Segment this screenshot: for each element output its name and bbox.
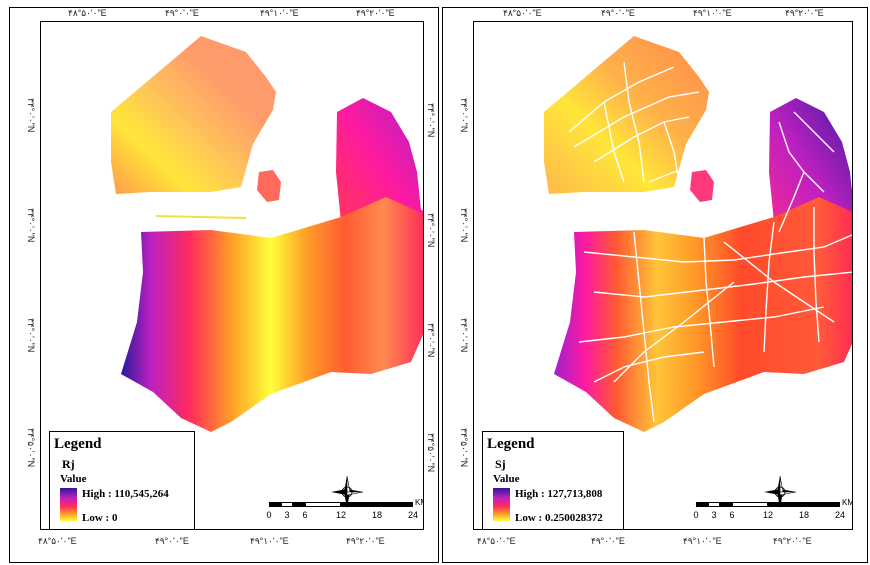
bottom-tick: ۴۸°۵۰'۰"E	[477, 536, 517, 546]
scale-unit: KM	[415, 498, 423, 507]
legend-title: Legend	[487, 436, 535, 452]
legend-color-ramp	[60, 488, 77, 521]
road-network	[568, 61, 852, 423]
top-tick: ۴۹°۲۰'۰"E	[356, 8, 396, 18]
scale-unit: KM	[842, 498, 853, 507]
legend-value-label: Value	[493, 473, 520, 485]
scale-seg	[269, 502, 281, 507]
north-arrow-icon	[331, 475, 364, 508]
legend-low-label: Low : 0.250028372	[515, 512, 603, 524]
left-tick: ۳۴°۰'۰"N	[26, 208, 36, 243]
bottom-tick: ۴۹°۰'۰"E	[155, 536, 190, 546]
legend-low-label: Low : 0	[82, 512, 118, 524]
scale-seg	[768, 502, 804, 507]
top-tick: ۴۸°۵۰'۰"E	[68, 8, 108, 18]
raster-map-rj	[111, 36, 423, 432]
scale-seg	[708, 502, 720, 507]
right-tick: ۳۴°۰'۰"N	[426, 323, 436, 358]
map-legend: Legend Sj Value High : 127,713,808 Low :…	[482, 431, 624, 529]
left-tick: ۳۴°۵۰'۰"N	[26, 428, 36, 468]
scale-label: 12	[335, 510, 347, 520]
bottom-tick: ۴۹°۰'۰"E	[591, 536, 626, 546]
raster-map-sj	[544, 36, 852, 432]
left-tick: ۳۴°۰'۰"N	[26, 318, 36, 353]
scale-label: 18	[371, 510, 383, 520]
scale-seg	[804, 502, 840, 507]
map-panel-sj: ۴۸°۵۰'۰"E ۴۹°۰'۰"E ۴۹°۱۰'۰"E ۴۹°۲۰'۰"E ۴…	[442, 7, 868, 563]
top-tick: ۴۹°۱۰'۰"E	[260, 8, 300, 18]
map-panel-rj: ۴۸°۵۰'۰"E ۴۹°۰'۰"E ۴۹°۱۰'۰"E ۴۹°۲۰'۰"E ۴…	[9, 7, 439, 563]
scale-seg	[732, 502, 768, 507]
right-tick: ۳۴°۰'۰"N	[426, 213, 436, 248]
map-frame: Legend Sj Value High : 127,713,808 Low :…	[473, 21, 853, 530]
top-tick: ۴۸°۵۰'۰"E	[503, 8, 543, 18]
left-tick: ۳۴°۰'۰"N	[26, 98, 36, 133]
scale-label: 0	[693, 510, 699, 520]
scale-label: 12	[762, 510, 774, 520]
scale-label: 24	[407, 510, 419, 520]
scale-label: 24	[834, 510, 846, 520]
left-tick: ۳۴°۰'۰"N	[459, 318, 469, 353]
legend-high-label: High : 127,713,808	[515, 488, 603, 500]
scale-bar: 0 3 6 12 18 24 KM	[693, 498, 853, 526]
scale-label: 6	[729, 510, 735, 520]
bottom-tick: ۴۹°۲۰'۰"E	[773, 536, 813, 546]
scale-label: 3	[711, 510, 717, 520]
scale-label: 18	[798, 510, 810, 520]
legend-layer-name: Sj	[495, 457, 506, 471]
scale-label: 0	[266, 510, 272, 520]
map-legend: Legend Rj Value High : 110,545,264 Low :…	[49, 431, 195, 529]
legend-high-label: High : 110,545,264	[82, 488, 169, 500]
scale-seg	[377, 502, 413, 507]
top-tick: ۴۹°۲۰'۰"E	[785, 8, 825, 18]
right-tick: ۳۴°۰'۰"N	[426, 103, 436, 138]
scale-seg	[720, 502, 732, 507]
scale-seg	[293, 502, 305, 507]
scale-bar: 0 3 6 12 18 24 KM	[266, 498, 423, 526]
top-tick: ۴۹°۰'۰"E	[601, 8, 636, 18]
scale-seg	[281, 502, 293, 507]
legend-value-label: Value	[60, 473, 87, 485]
scale-label: 3	[284, 510, 290, 520]
north-arrow-icon	[764, 475, 797, 508]
bottom-tick: ۴۹°۲۰'۰"E	[346, 536, 386, 546]
top-tick: ۴۹°۰'۰"E	[165, 8, 200, 18]
top-tick: ۴۹°۱۰'۰"E	[693, 8, 733, 18]
map-frame: Legend Rj Value High : 110,545,264 Low :…	[40, 21, 424, 530]
left-tick: ۳۴°۵۰'۰"N	[459, 428, 469, 468]
bottom-tick: ۴۹°۱۰'۰"E	[683, 536, 723, 546]
left-tick: ۳۴°۰'۰"N	[459, 98, 469, 133]
left-tick: ۳۴°۰'۰"N	[459, 208, 469, 243]
scale-seg	[341, 502, 377, 507]
scale-seg	[696, 502, 708, 507]
scale-seg	[305, 502, 341, 507]
scale-label: 6	[302, 510, 308, 520]
bottom-tick: ۴۸°۵۰'۰"E	[38, 536, 78, 546]
bottom-tick: ۴۹°۱۰'۰"E	[250, 536, 290, 546]
legend-title: Legend	[54, 436, 102, 452]
legend-layer-name: Rj	[62, 457, 75, 471]
right-tick: ۳۴°۵۰'۰"N	[426, 433, 436, 473]
legend-color-ramp	[493, 488, 510, 521]
